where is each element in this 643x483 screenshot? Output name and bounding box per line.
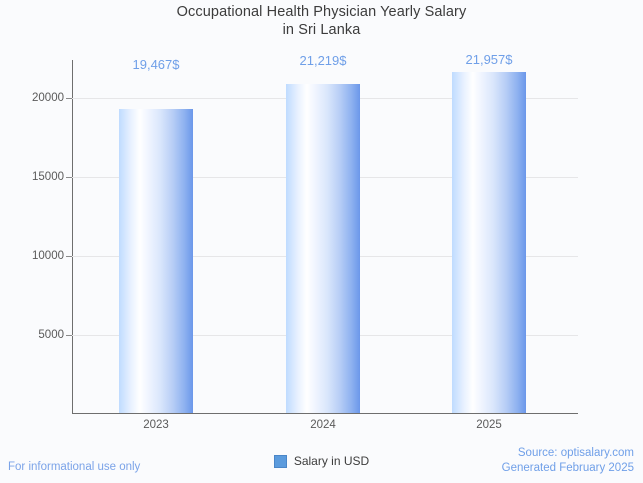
x-tick-label-2024: 2024 [310,419,336,431]
x-axis-line [72,413,578,414]
y-tick-label-10000: 10000 [32,250,64,262]
y-tick-label-15000: 15000 [32,171,64,183]
disclaimer-text: For informational use only [8,461,141,473]
x-tick-label-2025: 2025 [476,419,502,431]
y-tick-mark-10000 [66,256,72,257]
source-info: Source: optisalary.com Generated Februar… [502,446,634,476]
y-tick-label-5000: 5000 [38,329,64,341]
y-axis-line [72,60,73,414]
bar-2023 [119,109,193,413]
y-tick-mark-20000 [66,98,72,99]
chart-legend: Salary in USD [0,454,643,468]
chart-title-line-2: in Sri Lanka [282,22,361,38]
y-tick-mark-5000 [66,335,72,336]
generated-text: Generated February 2025 [501,462,634,474]
legend-item-label: Salary in USD [293,454,370,468]
value-label-2025: 21,957$ [465,52,513,67]
source-text: Source: optisalary.com [517,447,634,459]
bar-2025 [452,72,526,413]
legend-marker-icon [273,454,287,468]
chart-title: Occupational Health Physician Yearly Sal… [0,3,643,39]
y-tick-mark-15000 [66,177,72,178]
x-tick-label-2023: 2023 [143,419,169,431]
chart-title-line-1: Occupational Health Physician Yearly Sal… [176,4,467,20]
value-label-2024: 21,219$ [299,53,347,68]
value-label-2023: 19,467$ [132,57,180,72]
y-tick-label-20000: 20000 [32,92,64,104]
bar-2024 [286,84,360,413]
plot-area [66,60,578,413]
